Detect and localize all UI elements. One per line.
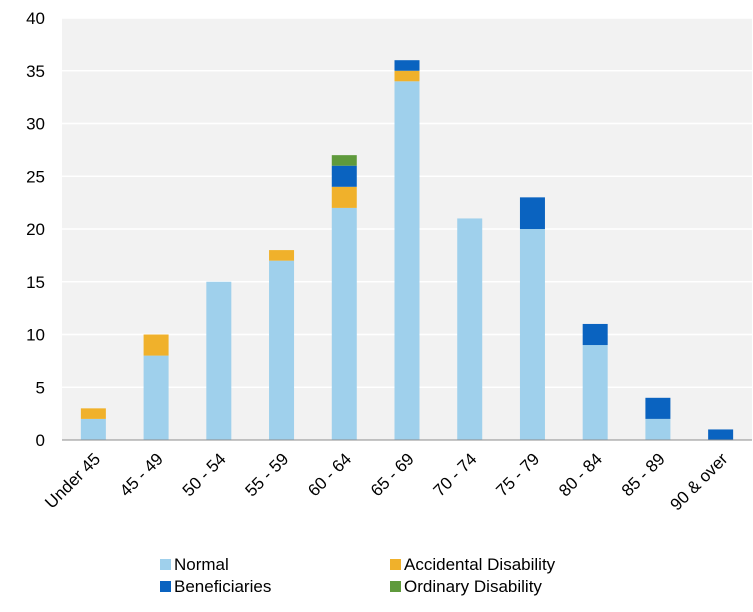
bar-normal [582,345,608,440]
bar-normal [143,355,169,440]
y-tick-label: 35 [26,62,45,81]
legend-label: Normal [174,555,229,574]
bar-beneficiaries [708,429,734,440]
bar-beneficiaries [331,165,357,187]
bar-normal [457,218,483,440]
bar-accidental-disability [80,408,106,419]
bar-normal [394,81,420,441]
x-tick-label: 85 - 89 [618,449,669,500]
bar-normal [519,229,545,440]
x-tick-label: 70 - 74 [430,449,481,500]
x-tick-label: 55 - 59 [242,449,293,500]
x-tick-label: 80 - 84 [555,449,606,500]
y-tick-label: 5 [36,378,45,397]
bar-ordinary-disability [331,155,357,166]
bar-beneficiaries [582,323,608,346]
bar-accidental-disability [394,70,420,82]
x-tick-label: 75 - 79 [492,449,543,500]
x-tick-label: Under 45 [41,449,104,512]
x-tick-label: 45 - 49 [116,449,167,500]
legend-swatch [390,581,401,592]
y-tick-label: 40 [26,9,45,28]
x-tick-label: 50 - 54 [179,449,230,500]
y-tick-label: 30 [26,115,45,134]
bar-beneficiaries [394,60,420,71]
bar-accidental-disability [331,186,357,208]
bar-normal [80,418,106,440]
bar-beneficiaries [645,397,671,419]
bar-normal [206,281,232,440]
bar-beneficiaries [519,197,545,229]
x-tick-label: 90 & over [667,449,732,514]
y-tick-label: 10 [26,326,45,345]
bar-accidental-disability [269,250,295,261]
y-tick-label: 25 [26,167,45,186]
legend-swatch [390,559,401,570]
legend-swatch [160,581,171,592]
legend-swatch [160,559,171,570]
x-tick-label: 65 - 69 [367,449,418,500]
y-tick-label: 20 [26,220,45,239]
bar-normal [269,260,295,440]
legend-label: Beneficiaries [174,577,271,596]
bar-accidental-disability [143,334,169,356]
legend-label: Accidental Disability [404,555,556,574]
y-tick-label: 15 [26,273,45,292]
y-tick-label: 0 [36,431,45,450]
x-tick-label: 60 - 64 [304,449,355,500]
bar-normal [645,418,671,440]
bar-normal [331,207,357,440]
legend-label: Ordinary Disability [404,577,542,596]
